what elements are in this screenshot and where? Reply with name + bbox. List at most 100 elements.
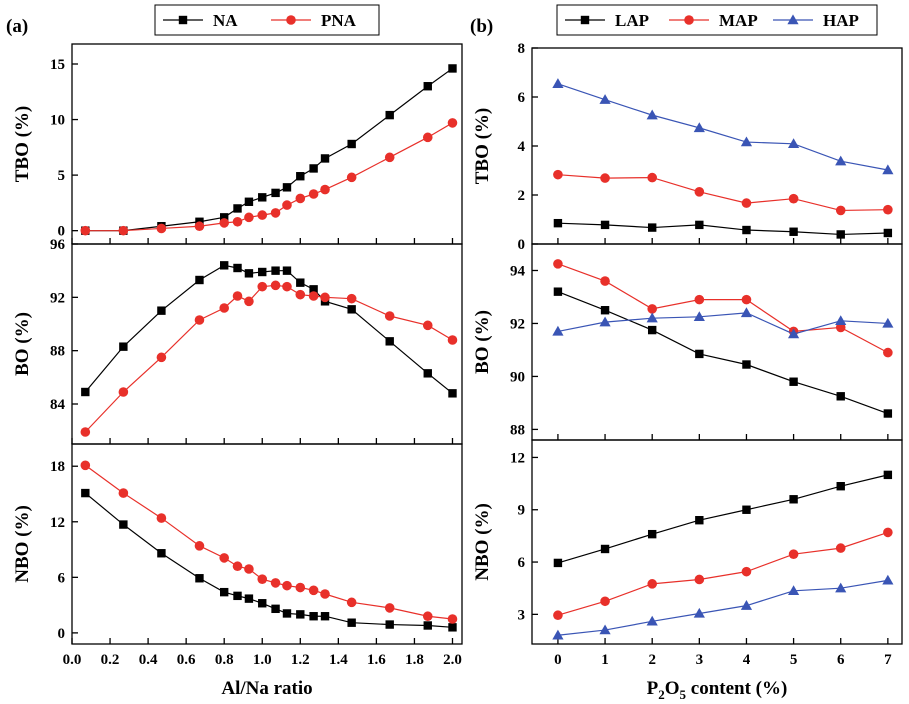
- data-point-lap: [601, 221, 609, 229]
- series-na: [81, 261, 457, 397]
- data-point-na: [220, 261, 228, 269]
- data-point-hap: [741, 307, 752, 317]
- data-point-na: [321, 154, 329, 162]
- legend-label-pna: PNA: [321, 11, 357, 30]
- data-point-map: [600, 596, 610, 606]
- data-point-na: [157, 549, 165, 557]
- data-point-map: [883, 348, 893, 358]
- y-tick-label: 6: [518, 555, 526, 571]
- series-pna: [81, 281, 458, 437]
- data-point-na: [321, 612, 329, 620]
- data-point-map: [600, 276, 610, 286]
- series-line-hap: [558, 84, 888, 170]
- data-point-map: [553, 610, 563, 620]
- data-point-map: [789, 194, 799, 204]
- series-lap: [554, 287, 892, 417]
- x-tick-label: 0.2: [101, 652, 120, 668]
- x-tick-label: 6: [837, 652, 845, 668]
- y-tick-label: 94: [510, 263, 526, 279]
- data-point-na: [424, 82, 432, 90]
- data-point-na: [448, 64, 456, 72]
- data-point-hap: [835, 156, 846, 166]
- x-tick-label: 0: [554, 652, 562, 668]
- y-tick-label: 2: [518, 188, 526, 204]
- data-point-na: [424, 621, 432, 629]
- data-point-pna: [157, 224, 167, 234]
- data-point-na: [386, 620, 394, 628]
- data-point-map: [553, 170, 563, 180]
- data-point-pna: [244, 564, 254, 574]
- legend-marker-pna: [286, 15, 296, 25]
- y-tick-label: 4: [518, 139, 526, 155]
- x-tick-label: 4: [743, 652, 751, 668]
- data-point-map: [647, 173, 657, 183]
- data-point-lap: [648, 326, 656, 334]
- panel-label-a: (a): [6, 16, 28, 37]
- data-point-na: [448, 623, 456, 631]
- data-point-pna: [219, 218, 229, 228]
- legend-label-lap: LAP: [615, 11, 649, 30]
- data-point-pna: [347, 294, 357, 304]
- data-point-na: [195, 276, 203, 284]
- data-point-pna: [385, 153, 395, 163]
- data-point-na: [220, 588, 228, 596]
- y-tick-label: 9: [518, 503, 526, 519]
- data-point-map: [695, 187, 705, 197]
- data-point-lap: [789, 228, 797, 236]
- x-tick-label: 1.0: [253, 652, 272, 668]
- y-tick-label: 96: [50, 237, 66, 253]
- plot-a-middle: 84889296BO (%): [12, 237, 462, 444]
- data-point-na: [245, 198, 253, 206]
- data-point-lap: [695, 350, 703, 358]
- y-axis-title: TBO (%): [12, 106, 33, 183]
- data-point-pna: [233, 217, 243, 227]
- data-point-na: [195, 574, 203, 582]
- series-pna: [81, 460, 458, 623]
- y-tick-label: 88: [510, 422, 525, 438]
- data-point-na: [81, 489, 89, 497]
- data-point-pna: [309, 189, 319, 199]
- y-tick-label: 10: [50, 113, 65, 129]
- data-point-pna: [347, 173, 357, 183]
- data-point-na: [347, 619, 355, 627]
- data-point-map: [789, 549, 799, 559]
- legend: LAP MAP HAP: [557, 5, 877, 35]
- data-point-na: [347, 140, 355, 148]
- y-tick-label: 90: [510, 369, 525, 385]
- data-point-pna: [295, 583, 305, 593]
- data-point-lap: [554, 287, 562, 295]
- x-tick-label: 0.4: [139, 652, 158, 668]
- data-point-pna: [423, 611, 433, 621]
- x-tick-label: 2.0: [443, 652, 462, 668]
- legend: NA PNA: [155, 5, 379, 35]
- y-axis-title: BO (%): [472, 310, 493, 374]
- data-point-na: [283, 609, 291, 617]
- data-point-pna: [195, 221, 205, 231]
- x-tick-label: 0.0: [63, 652, 82, 668]
- data-point-pna: [347, 598, 357, 608]
- data-point-na: [258, 268, 266, 276]
- data-point-pna: [257, 574, 267, 584]
- data-point-lap: [789, 495, 797, 503]
- y-tick-label: 3: [518, 607, 526, 623]
- x-tick-label: 1.4: [329, 652, 348, 668]
- data-point-na: [424, 369, 432, 377]
- data-point-lap: [884, 229, 892, 237]
- data-point-map: [883, 205, 893, 215]
- data-point-pna: [81, 226, 91, 236]
- data-point-lap: [601, 306, 609, 314]
- y-tick-label: 88: [50, 344, 65, 360]
- data-point-pna: [157, 513, 167, 523]
- x-tick-label: 1.2: [291, 652, 310, 668]
- data-point-lap: [789, 378, 797, 386]
- panel-label-b: (b): [470, 16, 493, 37]
- y-axis-title: NBO (%): [12, 505, 33, 583]
- data-point-lap: [837, 482, 845, 490]
- data-point-na: [283, 183, 291, 191]
- data-point-na: [386, 337, 394, 345]
- plots: 051015TBO (%)NA PNA84889296BO (%)0612180.…: [12, 5, 902, 702]
- data-point-pna: [81, 460, 91, 470]
- data-point-lap: [884, 409, 892, 417]
- y-tick-label: 6: [58, 570, 66, 586]
- plot-frame: [532, 48, 902, 244]
